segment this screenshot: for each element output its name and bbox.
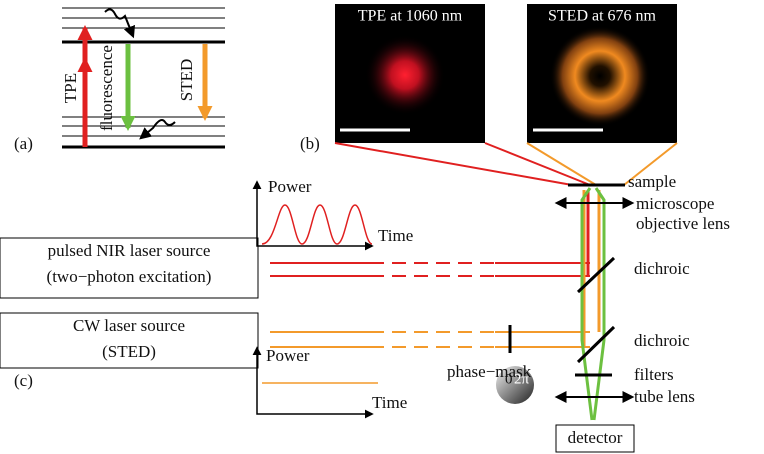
tpe-label: TPE <box>61 73 80 103</box>
optic-label: filters <box>634 365 674 384</box>
sted-label: STED <box>177 59 196 102</box>
sted-donut <box>550 26 650 126</box>
axis-label: Power <box>268 177 312 196</box>
optic-label: microscope <box>636 194 714 213</box>
image-title: TPE at 1060 nm <box>358 8 463 25</box>
detector-label: detector <box>568 428 623 447</box>
source-label: (two−photon excitation) <box>47 267 212 286</box>
phase-scale: 2π <box>514 371 530 387</box>
panel-label: (a) <box>14 134 33 153</box>
optic-label: dichroic <box>634 331 690 350</box>
panel-label: (c) <box>14 371 33 390</box>
axis-label: Time <box>378 226 413 245</box>
optic-label: objective lens <box>636 214 730 233</box>
optic-label: dichroic <box>634 259 690 278</box>
panel-label: (b) <box>300 134 320 153</box>
source-label: pulsed NIR laser source <box>48 241 211 260</box>
phase-scale: 0 <box>505 371 513 387</box>
image-title: STED at 676 nm <box>548 8 657 25</box>
optic-label: tube lens <box>634 387 695 406</box>
energy-diagram <box>62 8 225 147</box>
diagram: TPE fluorescence STED (a) TPE at 1060 nm… <box>0 0 764 454</box>
tpe-spot <box>365 35 445 115</box>
axis-label: Power <box>266 346 310 365</box>
optic-label: sample <box>628 172 676 191</box>
zoom-lines <box>335 143 677 185</box>
axis-label: Time <box>372 393 407 412</box>
source-label: CW laser source <box>73 316 185 335</box>
source-label: (STED) <box>102 342 156 361</box>
fluorescence-label: fluorescence <box>97 45 116 131</box>
